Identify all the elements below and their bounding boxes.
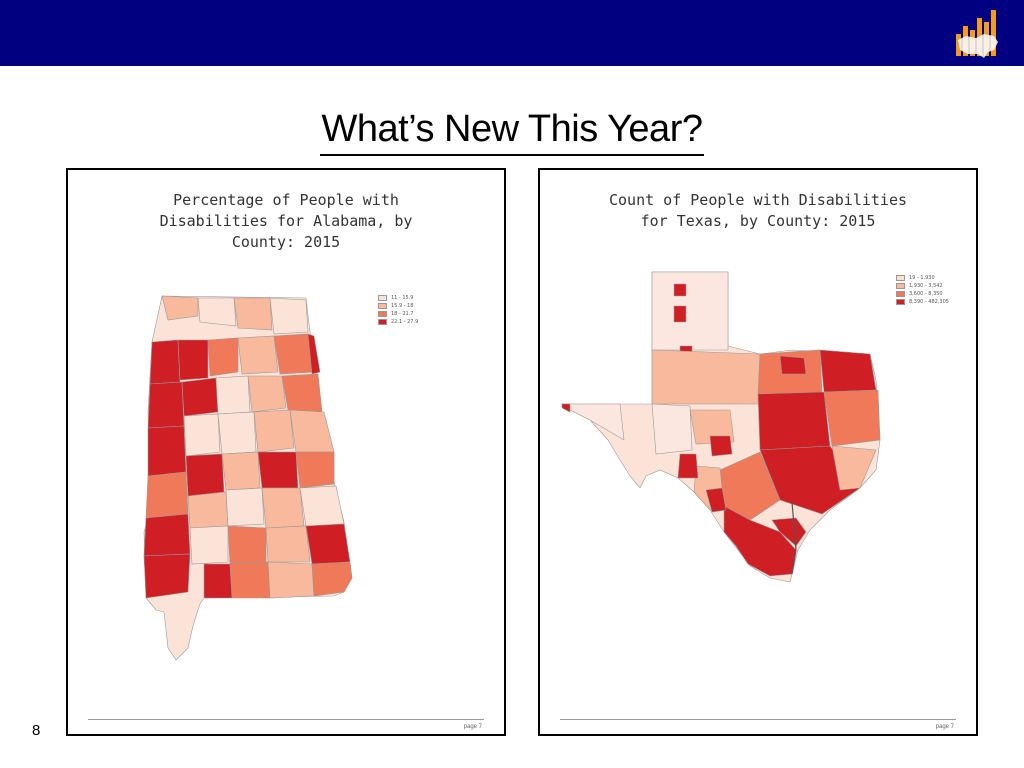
legend-label: 1,930 - 3,542 — [909, 283, 943, 289]
legend-swatch — [378, 295, 387, 301]
alabama-map-title: Percentage of People with Disabilities f… — [159, 191, 413, 251]
alabama-map-panel: Percentage of People with Disabilities f… — [66, 168, 506, 736]
page-label: page 7 — [463, 724, 482, 730]
alabama-county-map — [143, 295, 353, 661]
logo-icon — [956, 10, 998, 58]
texas-county-map — [561, 271, 881, 583]
legend-item: 19 - 1,930 — [896, 274, 949, 282]
legend-swatch — [378, 319, 387, 325]
legend-swatch — [896, 283, 905, 289]
slide-number: 8 — [32, 722, 41, 739]
legend-swatch — [378, 311, 387, 317]
header-bar — [0, 0, 1024, 66]
texas-map-title: Count of People with Disabilities for Te… — [608, 191, 907, 230]
slide-title: What’s New This Year? — [0, 108, 1024, 156]
legend-swatch — [378, 303, 387, 309]
legend-label: 22.1 - 27.9 — [391, 319, 419, 325]
legend-label: 18 - 21.7 — [391, 311, 414, 317]
legend-item: 3,600 - 8,350 — [896, 290, 949, 298]
legend-item: 11 - 15.9 — [378, 294, 418, 302]
page-footer-line — [560, 719, 956, 720]
legend-item: 22.1 - 27.9 — [378, 318, 418, 326]
legend-swatch — [896, 275, 905, 281]
legend-item: 8,390 - 482,305 — [896, 298, 949, 306]
texas-map-panel: Count of People with Disabilities for Te… — [538, 168, 978, 736]
legend-label: 19 - 1,930 — [909, 275, 935, 281]
alabama-legend: 11 - 15.9 15.9 - 18 18 - 21.7 22.1 - 27.… — [378, 294, 418, 326]
legend-label: 11 - 15.9 — [391, 295, 414, 301]
legend-label: 3,600 - 8,350 — [909, 291, 943, 297]
legend-item: 15.9 - 18 — [378, 302, 418, 310]
page-footer-line — [88, 719, 484, 720]
legend-label: 8,390 - 482,305 — [909, 299, 949, 305]
legend-item: 1,930 - 3,542 — [896, 282, 949, 290]
legend-label: 15.9 - 18 — [391, 303, 414, 309]
legend-swatch — [896, 291, 905, 297]
page-label: page 7 — [935, 724, 954, 730]
legend-swatch — [896, 299, 905, 305]
texas-legend: 19 - 1,930 1,930 - 3,542 3,600 - 8,350 8… — [896, 274, 949, 306]
legend-item: 18 - 21.7 — [378, 310, 418, 318]
